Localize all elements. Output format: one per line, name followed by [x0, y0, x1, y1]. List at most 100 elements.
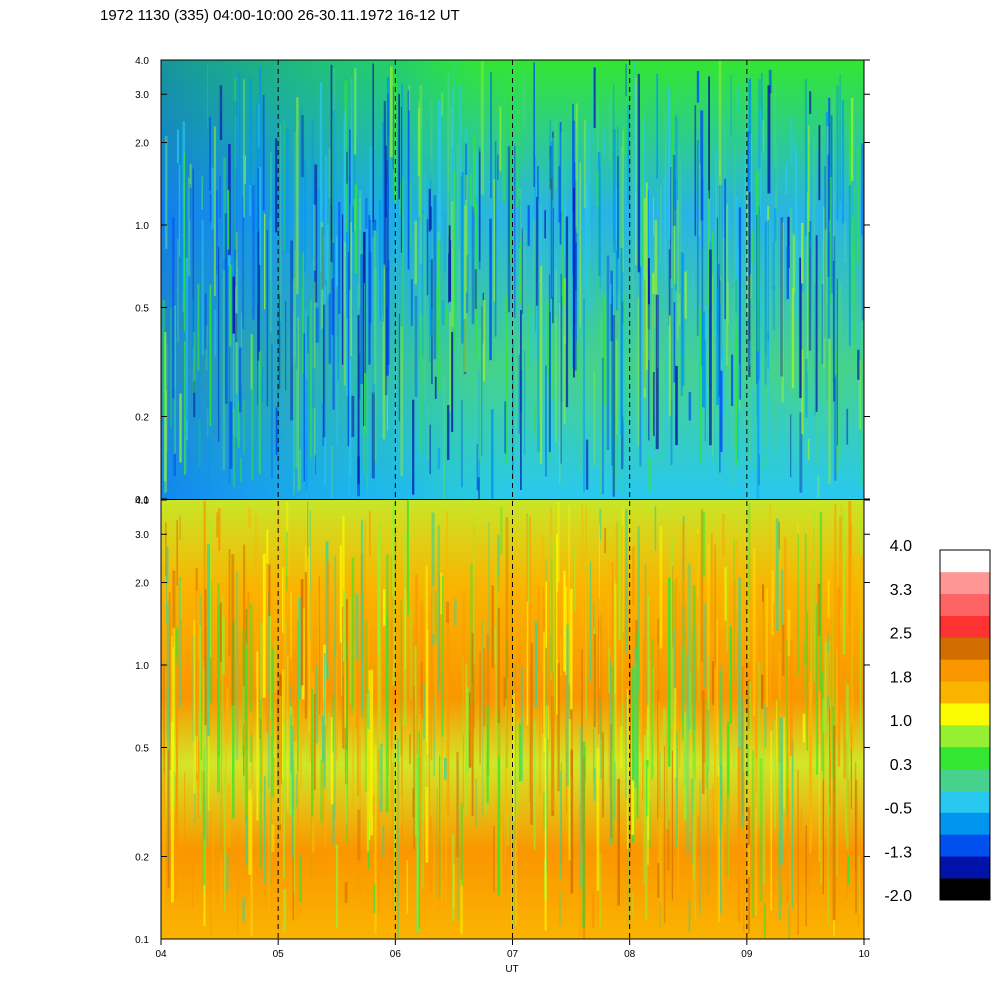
- texture-stripe: [559, 438, 561, 484]
- texture-stripe: [828, 300, 831, 484]
- texture-stripe: [232, 276, 235, 334]
- texture-stripe: [436, 788, 438, 898]
- texture-stripe: [523, 350, 526, 455]
- texture-stripe: [786, 789, 790, 902]
- texture-stripe: [608, 101, 612, 162]
- texture-stripe: [229, 401, 233, 469]
- texture-stripe: [207, 64, 209, 129]
- texture-stripe: [687, 563, 691, 729]
- texture-stripe: [786, 639, 788, 817]
- texture-stripe: [550, 534, 552, 681]
- texture-stripe: [733, 424, 735, 448]
- texture-stripe: [559, 891, 561, 926]
- texture-stripe: [343, 608, 346, 747]
- texture-stripe: [656, 73, 659, 179]
- texture-stripe: [712, 661, 715, 705]
- texture-stripe: [639, 266, 642, 467]
- texture-stripe: [737, 364, 741, 467]
- texture-stripe: [495, 564, 497, 749]
- texture-stripe: [579, 726, 583, 888]
- texture-stripe: [178, 164, 181, 257]
- texture-stripe: [163, 394, 166, 494]
- texture-stripe: [494, 141, 497, 337]
- texture-stripe: [820, 811, 822, 886]
- texture-stripe: [490, 72, 492, 199]
- texture-stripe: [733, 713, 736, 769]
- texture-stripe: [657, 796, 659, 824]
- texture-stripe: [534, 620, 538, 708]
- texture-stripe: [205, 324, 208, 371]
- texture-stripe: [647, 595, 650, 759]
- texture-stripe: [598, 598, 600, 634]
- texture-stripe: [413, 627, 415, 756]
- texture-stripe: [634, 647, 638, 789]
- texture-stripe: [773, 603, 775, 631]
- texture-stripe: [364, 372, 366, 436]
- texture-stripe: [537, 585, 540, 673]
- texture-stripe: [530, 643, 533, 825]
- texture-stripe: [839, 516, 843, 609]
- texture-stripe: [573, 187, 575, 378]
- texture-stripe: [418, 731, 420, 929]
- texture-stripe: [479, 650, 481, 765]
- texture-stripe: [665, 790, 669, 830]
- texture-stripe: [382, 826, 385, 858]
- texture-stripe: [475, 779, 478, 828]
- texture-stripe: [433, 693, 435, 777]
- texture-stripe: [420, 314, 423, 452]
- texture-stripe: [827, 154, 830, 277]
- texture-stripe: [481, 619, 484, 818]
- texture-stripe: [187, 650, 191, 707]
- texture-stripe: [409, 734, 411, 765]
- texture-stripe: [321, 606, 324, 789]
- texture-stripe: [204, 589, 207, 726]
- texture-stripe: [475, 152, 478, 196]
- texture-stripe: [372, 795, 375, 816]
- texture-stripe: [209, 116, 211, 191]
- texture-stripe: [833, 375, 837, 481]
- texture-stripe: [266, 230, 269, 407]
- texture-stripe: [631, 891, 634, 919]
- texture-stripe: [711, 533, 713, 628]
- texture-stripe: [315, 454, 317, 475]
- texture-stripe: [519, 261, 521, 410]
- texture-stripe: [242, 719, 246, 745]
- texture-stripe: [536, 196, 539, 306]
- texture-stripe: [859, 582, 862, 739]
- texture-stripe: [482, 300, 486, 382]
- texture-stripe: [760, 72, 763, 153]
- texture-stripe: [584, 746, 587, 782]
- texture-stripe: [824, 642, 828, 732]
- texture-stripe: [714, 544, 716, 668]
- texture-stripe: [526, 513, 528, 646]
- texture-stripe: [228, 887, 230, 910]
- texture-stripe: [349, 204, 351, 331]
- texture-stripe: [209, 193, 212, 223]
- texture-stripe: [179, 393, 182, 463]
- texture-stripe: [543, 792, 547, 829]
- texture-stripe: [756, 215, 758, 384]
- texture-stripe: [518, 354, 520, 434]
- colorbar-tick-label: 4.0: [890, 538, 912, 555]
- texture-stripe: [472, 134, 476, 217]
- texture-stripe: [772, 286, 776, 331]
- texture-stripe: [434, 565, 437, 742]
- texture-stripe: [808, 814, 811, 895]
- texture-stripe: [786, 246, 789, 300]
- texture-stripe: [322, 716, 324, 762]
- texture-stripe: [225, 853, 229, 893]
- texture-stripe: [290, 240, 294, 421]
- texture-stripe: [410, 279, 413, 326]
- texture-stripe: [243, 724, 245, 776]
- texture-stripe: [822, 731, 824, 895]
- texture-stripe: [704, 305, 708, 414]
- texture-stripe: [268, 792, 270, 914]
- texture-stripe: [296, 97, 299, 295]
- texture-stripe: [743, 148, 746, 279]
- texture-stripe: [219, 602, 222, 663]
- texture-stripe: [232, 408, 236, 488]
- texture-stripe: [424, 172, 427, 303]
- texture-stripe: [286, 531, 288, 591]
- chart-title: 1972 1130 (335) 04:00-10:00 26-30.11.197…: [100, 7, 460, 24]
- texture-stripe: [748, 503, 751, 602]
